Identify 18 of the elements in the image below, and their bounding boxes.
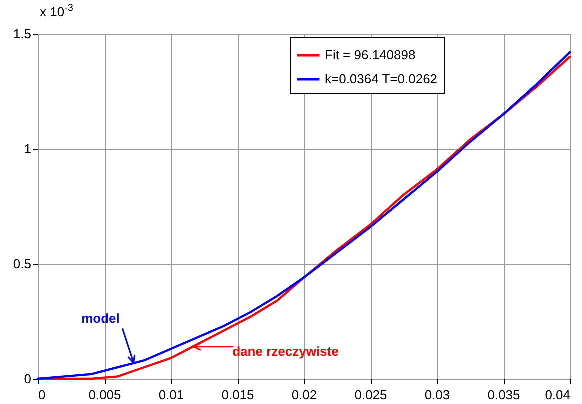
legend-label: k=0.0364 T=0.0262 [325,72,438,86]
x-tick-label: 0.04 [545,388,570,402]
x-tick-label: 0.02 [292,388,318,402]
x-tick-label: 0.01 [158,388,184,402]
x-tick-label: 0.035 [488,388,520,402]
x-tick-label: 0.025 [354,388,388,402]
legend-label: Fit = 96.140898 [325,48,416,62]
x-tick-label: 0.015 [222,388,254,402]
x-tick-label: 0 [38,388,46,402]
y-tick-label: 1.5 [13,26,32,42]
x-tick-label: 0.005 [88,388,122,402]
y-tick-label: 1 [24,142,32,156]
annotation: model [82,310,120,326]
y-tick-label: 0.5 [13,256,32,272]
y-tick-label: 0 [24,372,32,386]
annotation: dane rzeczywiste [232,344,339,359]
x-tick-label: 0.03 [424,388,450,402]
y-axis-title: x 10$^{-3}$ [40,3,74,20]
